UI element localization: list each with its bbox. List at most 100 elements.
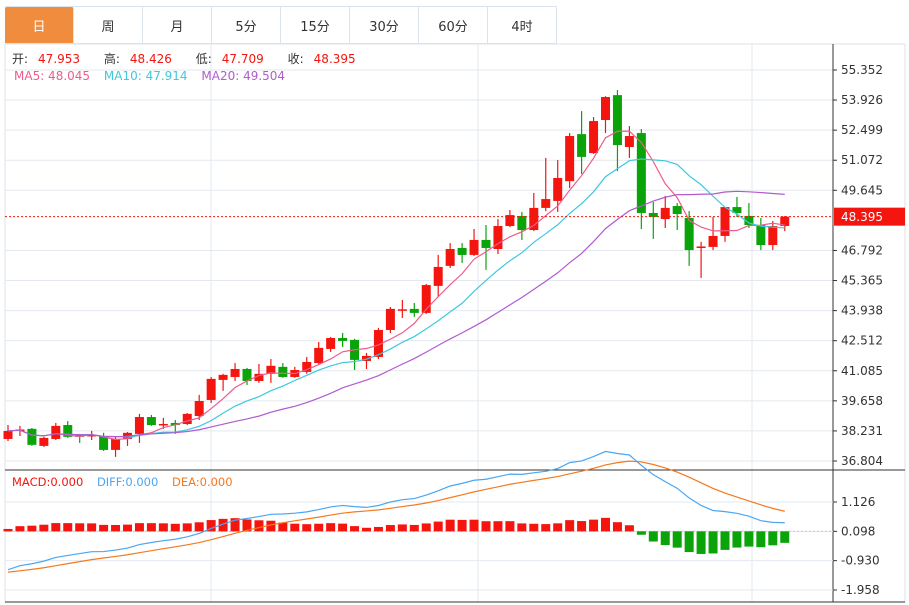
- candle: [87, 430, 97, 441]
- macd-tick-label: 1.126: [841, 495, 875, 509]
- macd-bar: [589, 519, 599, 532]
- candle: [756, 218, 766, 251]
- candle: [493, 219, 503, 255]
- diff-value: DIFF:0.000: [96, 475, 159, 489]
- candle-body: [385, 308, 395, 330]
- candle-body: [768, 226, 778, 246]
- tab-4[interactable]: 15分: [281, 7, 350, 43]
- candle-body: [111, 438, 121, 450]
- candle-body: [254, 373, 264, 381]
- candle-body: [134, 417, 144, 434]
- macd-bar: [553, 523, 563, 532]
- candle: [708, 216, 718, 251]
- macd-bar: [75, 523, 85, 532]
- candle-body: [326, 337, 336, 349]
- candle: [111, 436, 121, 457]
- close-value: 48.395: [313, 52, 356, 66]
- macd-legend: MACD:0.000 DIFF:0.000 DEA:0.000: [12, 475, 243, 489]
- candle: [242, 367, 252, 385]
- macd-bar: [314, 523, 324, 532]
- macd-bar: [744, 531, 754, 547]
- candle-body: [51, 425, 61, 439]
- candle-body: [218, 374, 228, 380]
- candle: [409, 302, 419, 317]
- candle-body: [744, 215, 754, 225]
- candle-body: [541, 199, 551, 208]
- candle-body: [182, 413, 192, 424]
- macd-bar: [15, 526, 25, 532]
- tab-7[interactable]: 4时: [488, 7, 557, 43]
- candle-body: [469, 239, 479, 255]
- candle: [589, 117, 599, 154]
- macd-bar: [182, 523, 192, 532]
- macd-bar: [636, 531, 646, 535]
- macd-bar: [660, 531, 670, 546]
- tab-0[interactable]: 日: [5, 7, 74, 43]
- macd-bar: [27, 525, 37, 532]
- candle-body: [362, 355, 371, 361]
- candle: [481, 224, 491, 270]
- macd-bar: [672, 531, 682, 548]
- macd-bar: [780, 531, 790, 543]
- macd-bar: [421, 523, 431, 532]
- price-tick-label: 43.938: [841, 304, 883, 318]
- candle-body: [493, 226, 503, 250]
- macd-bar: [146, 523, 156, 532]
- candle: [553, 160, 563, 212]
- high-value: 48.426: [129, 52, 172, 66]
- candle-body: [708, 235, 718, 247]
- ma10-value: MA10: 47.914: [103, 69, 188, 83]
- candle: [636, 129, 646, 229]
- macd-bar: [242, 519, 252, 532]
- candle: [660, 195, 670, 228]
- macd-bar: [768, 531, 778, 546]
- candle: [457, 243, 467, 263]
- candle: [601, 96, 610, 134]
- candle-body: [672, 206, 682, 215]
- macd-bar: [111, 524, 121, 532]
- low-label: 低:: [195, 52, 212, 66]
- macd-bar: [123, 524, 132, 532]
- candle-body: [684, 218, 694, 251]
- tab-2[interactable]: 月: [143, 7, 212, 43]
- macd-bar: [290, 523, 300, 532]
- tab-1[interactable]: 周: [74, 7, 143, 43]
- candle: [314, 341, 324, 365]
- macd-bar: [362, 527, 371, 532]
- macd-bar: [469, 519, 479, 532]
- tab-6[interactable]: 60分: [419, 7, 488, 43]
- macd-bar: [708, 531, 718, 554]
- ohlc-legend: 开: 47.953 高: 48.426 低: 47.709 收: 48.395: [12, 50, 376, 67]
- macd-bar: [756, 531, 766, 548]
- candle: [302, 356, 312, 374]
- macd-bar: [170, 523, 180, 532]
- macd-bar: [720, 531, 730, 550]
- candle-body: [373, 329, 383, 357]
- price-tick-label: 36.804: [841, 454, 883, 468]
- candle-body: [589, 121, 599, 154]
- ma20-line: [7, 190, 785, 438]
- tab-3[interactable]: 5分: [212, 7, 281, 43]
- macd-bar: [648, 531, 658, 542]
- tab-5[interactable]: 30分: [350, 7, 419, 43]
- price-tick-label: 52.499: [841, 123, 883, 137]
- candle: [338, 332, 348, 348]
- macd-bar: [601, 517, 610, 532]
- macd-bar: [278, 522, 288, 532]
- candle: [696, 241, 706, 278]
- diff-line: [7, 450, 785, 571]
- macd-bar: [99, 524, 109, 532]
- candle: [194, 394, 204, 420]
- candle-body: [242, 368, 252, 381]
- price-tick-label: 39.658: [841, 394, 883, 408]
- macd-bar: [696, 531, 706, 554]
- macd-bar: [385, 525, 395, 532]
- current-price-label: 48.395: [841, 210, 883, 224]
- price-tick-label: 38.231: [841, 424, 883, 438]
- candle-body: [409, 308, 419, 313]
- candle-body: [302, 362, 312, 372]
- macd-bar: [624, 525, 634, 532]
- candle: [577, 111, 587, 174]
- candle-body: [481, 239, 491, 248]
